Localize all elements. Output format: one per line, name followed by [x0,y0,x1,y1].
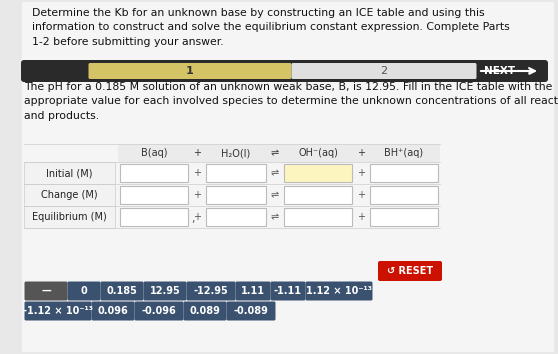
Text: +: + [357,148,365,158]
Text: -0.096: -0.096 [142,306,176,316]
Text: ↺ RESET: ↺ RESET [387,266,433,276]
Text: +: + [193,168,201,178]
Text: ⇌: ⇌ [271,168,279,178]
Text: 0.089: 0.089 [190,306,220,316]
FancyBboxPatch shape [89,63,291,79]
Text: -0.089: -0.089 [234,306,268,316]
Text: —: — [41,286,51,296]
Text: -1.11: -1.11 [274,286,302,296]
Bar [24,162,115,184]
Text: +: + [193,148,201,158]
FancyBboxPatch shape [92,302,134,320]
FancyBboxPatch shape [291,63,477,79]
Bar [370,164,438,182]
Bar [24,184,115,206]
Text: -12.95: -12.95 [194,286,228,296]
FancyBboxPatch shape [235,281,271,301]
Bar [206,208,266,226]
Text: +: + [357,212,365,222]
FancyBboxPatch shape [186,281,235,301]
Bar [120,208,188,226]
Text: ›: › [527,63,533,79]
Text: NEXT: NEXT [484,66,516,76]
Text: BH⁺(aq): BH⁺(aq) [384,148,424,158]
Text: +: + [193,190,201,200]
Bar [118,144,440,162]
Text: ⇌: ⇌ [271,148,279,158]
Text: +: + [193,212,201,222]
Bar [284,164,352,182]
Text: OH⁻(aq): OH⁻(aq) [298,148,338,158]
FancyBboxPatch shape [305,281,373,301]
Bar [370,208,438,226]
Text: Equilibrium (M): Equilibrium (M) [32,212,107,222]
FancyBboxPatch shape [25,281,68,301]
Text: 1.12 × 10⁻¹³: 1.12 × 10⁻¹³ [306,286,372,296]
Text: Change (M): Change (M) [41,190,98,200]
Text: Initial (M): Initial (M) [46,168,93,178]
Bar [284,208,352,226]
Text: The pH for a 0.185 M solution of an unknown weak base, B, is 12.95. Fill in the : The pH for a 0.185 M solution of an unkn… [24,82,558,121]
Bar [284,186,352,204]
Text: H₂O(l): H₂O(l) [222,148,251,158]
Text: 12.95: 12.95 [150,286,180,296]
Bar [206,164,266,182]
Text: +: + [357,168,365,178]
Bar [24,206,115,228]
Text: 0.185: 0.185 [107,286,137,296]
Bar [370,186,438,204]
FancyBboxPatch shape [143,281,186,301]
FancyBboxPatch shape [134,302,184,320]
Text: ⇌: ⇌ [271,190,279,200]
Bar [120,164,188,182]
Text: 0: 0 [80,286,88,296]
Text: ⇌: ⇌ [271,212,279,222]
Bar [206,186,266,204]
FancyBboxPatch shape [184,302,227,320]
Text: B(aq): B(aq) [141,148,167,158]
Text: 0.096: 0.096 [98,306,128,316]
FancyBboxPatch shape [21,60,548,82]
FancyBboxPatch shape [227,302,276,320]
Text: Determine the Kb for an unknown base by constructing an ICE table and using this: Determine the Kb for an unknown base by … [32,8,510,47]
Text: 2: 2 [381,66,388,76]
Text: ,: , [191,214,195,224]
FancyBboxPatch shape [271,281,305,301]
Bar [120,186,188,204]
FancyBboxPatch shape [68,281,100,301]
Text: 1: 1 [186,66,194,76]
FancyBboxPatch shape [100,281,143,301]
FancyBboxPatch shape [25,302,92,320]
Text: -1.12 × 10⁻¹³: -1.12 × 10⁻¹³ [23,306,93,316]
Text: 1.11: 1.11 [241,286,265,296]
FancyBboxPatch shape [378,261,442,281]
Text: +: + [357,190,365,200]
